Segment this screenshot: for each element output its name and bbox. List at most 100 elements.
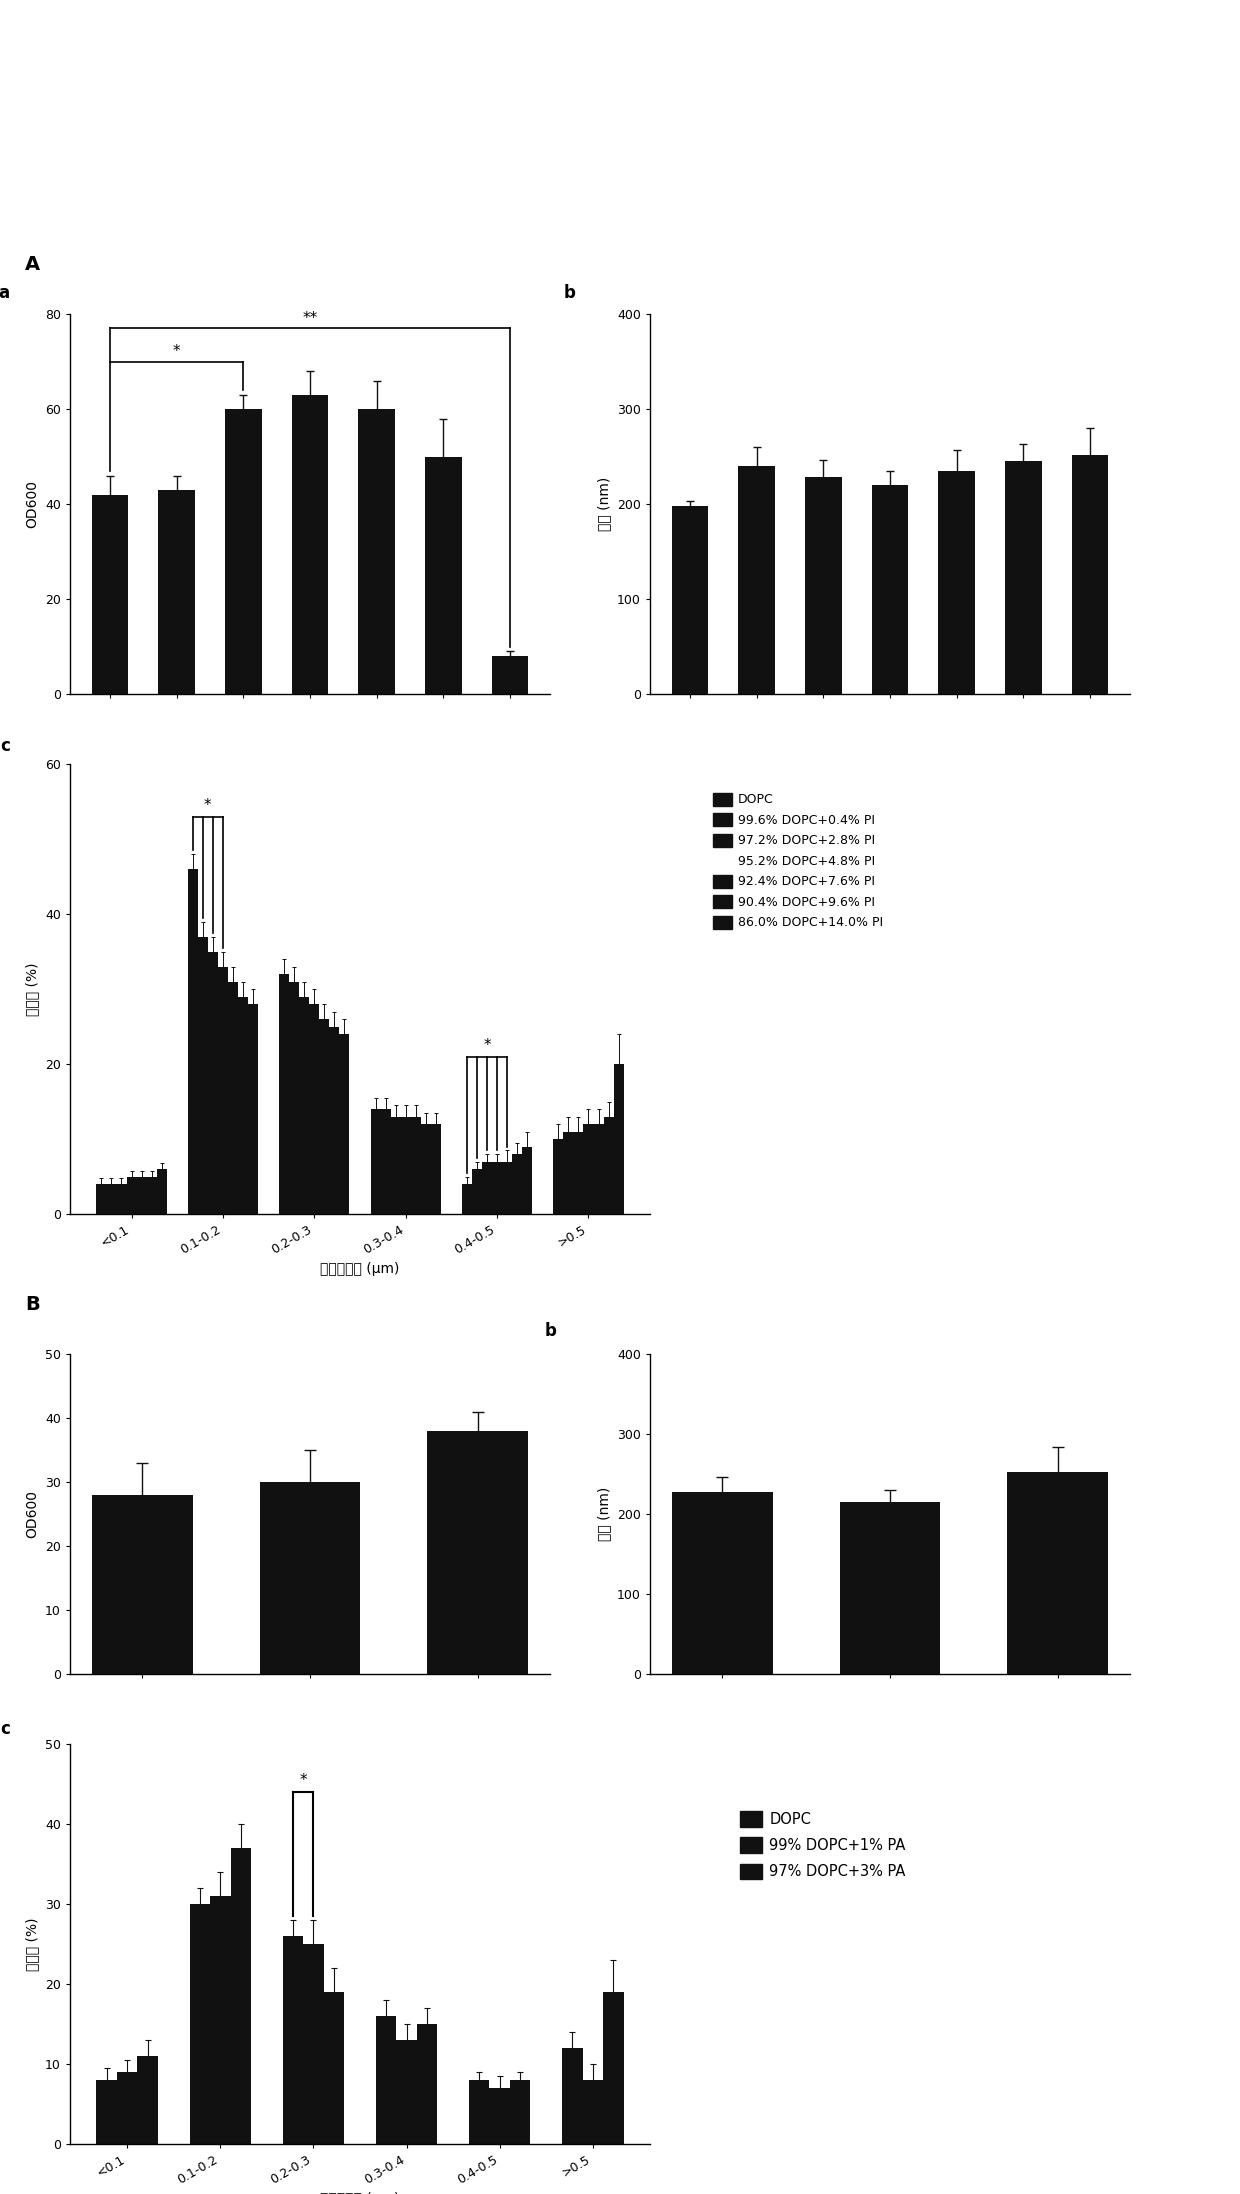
Bar xyxy=(92,1494,192,1674)
Bar xyxy=(146,1176,156,1213)
Bar xyxy=(136,1176,146,1213)
Bar xyxy=(420,1123,430,1213)
Bar xyxy=(190,1904,210,2144)
Bar xyxy=(428,1430,528,1674)
Bar xyxy=(512,1154,522,1213)
Bar xyxy=(259,1481,361,1674)
Text: c: c xyxy=(0,737,10,755)
Text: *: * xyxy=(484,1038,491,1053)
Bar xyxy=(330,1027,340,1213)
Bar xyxy=(1007,1472,1109,1674)
Bar xyxy=(283,1935,303,2144)
Bar xyxy=(303,1944,324,2144)
Bar xyxy=(117,2071,138,2144)
Bar xyxy=(289,981,299,1213)
Bar xyxy=(198,937,208,1213)
Bar xyxy=(614,1064,624,1213)
Bar xyxy=(603,1992,624,2144)
Text: A: A xyxy=(25,255,40,274)
Bar xyxy=(469,2080,490,2144)
Bar xyxy=(126,1176,136,1213)
Text: *: * xyxy=(205,799,212,812)
Bar xyxy=(430,1123,441,1213)
Y-axis label: 粒径 (nm): 粒径 (nm) xyxy=(598,1488,611,1540)
Bar xyxy=(583,2080,603,2144)
Bar xyxy=(238,996,248,1213)
Y-axis label: OD600: OD600 xyxy=(25,1490,40,1538)
Text: B: B xyxy=(25,1294,40,1314)
Bar xyxy=(291,395,329,693)
Legend: DOPC, 99.6% DOPC+0.4% PI, 97.2% DOPC+2.8% PI, 95.2% DOPC+4.8% PI, 92.4% DOPC+7.6: DOPC, 99.6% DOPC+0.4% PI, 97.2% DOPC+2.8… xyxy=(713,792,883,930)
Bar xyxy=(340,1033,350,1213)
Bar xyxy=(156,1169,166,1213)
Bar xyxy=(482,1161,492,1213)
Bar xyxy=(594,1123,604,1213)
Bar xyxy=(391,1117,401,1213)
Bar xyxy=(491,656,528,693)
Bar xyxy=(510,2080,531,2144)
Bar xyxy=(805,478,842,693)
Bar xyxy=(410,1117,420,1213)
Bar xyxy=(97,2080,117,2144)
Bar xyxy=(739,465,775,693)
Text: b: b xyxy=(564,283,575,301)
Bar xyxy=(573,1132,584,1213)
Text: **: ** xyxy=(303,312,317,327)
Y-axis label: OD600: OD600 xyxy=(25,480,40,529)
Bar xyxy=(1004,461,1042,693)
Bar xyxy=(1071,454,1109,693)
Y-axis label: 百分比 (%): 百分比 (%) xyxy=(25,1918,40,1970)
Bar xyxy=(381,1108,391,1213)
Text: *: * xyxy=(299,1773,308,1788)
Bar xyxy=(401,1117,410,1213)
Bar xyxy=(228,981,238,1213)
Bar xyxy=(839,1503,940,1674)
Bar xyxy=(672,1492,773,1674)
Bar xyxy=(248,1005,258,1213)
Bar xyxy=(218,968,228,1213)
Bar xyxy=(672,507,708,693)
Bar xyxy=(604,1117,614,1213)
Legend: DOPC, 99% DOPC+1% PA, 97% DOPC+3% PA: DOPC, 99% DOPC+1% PA, 97% DOPC+3% PA xyxy=(740,1812,906,1880)
Bar xyxy=(92,494,129,693)
Bar xyxy=(117,1185,126,1213)
Bar xyxy=(553,1139,563,1213)
Bar xyxy=(417,2025,438,2144)
Bar xyxy=(939,472,975,693)
Y-axis label: 百分比 (%): 百分比 (%) xyxy=(26,963,40,1016)
Text: a: a xyxy=(0,283,9,301)
Bar xyxy=(376,2016,397,2144)
Bar xyxy=(107,1185,117,1213)
Bar xyxy=(224,408,262,693)
Bar xyxy=(872,485,909,693)
Bar xyxy=(522,1147,532,1213)
Bar xyxy=(584,1123,594,1213)
Bar xyxy=(371,1108,381,1213)
Text: c: c xyxy=(0,1720,10,1738)
Bar xyxy=(324,1992,345,2144)
Text: *: * xyxy=(172,344,181,360)
Bar xyxy=(472,1169,482,1213)
Bar xyxy=(425,456,461,693)
Text: b: b xyxy=(544,1323,557,1341)
Bar xyxy=(208,952,218,1213)
Bar xyxy=(461,1185,472,1213)
Bar xyxy=(563,1132,573,1213)
Bar xyxy=(492,1161,502,1213)
Bar xyxy=(138,2056,157,2144)
Bar xyxy=(210,1896,231,2144)
Bar xyxy=(159,489,195,693)
Bar xyxy=(320,1018,330,1213)
Bar xyxy=(231,1847,250,2144)
Y-axis label: 粒径 (nm): 粒径 (nm) xyxy=(598,476,611,531)
Bar xyxy=(397,2040,417,2144)
Bar xyxy=(97,1185,107,1213)
Bar xyxy=(358,408,396,693)
Bar xyxy=(490,2089,510,2144)
X-axis label: 脂肪体直径 (μm): 脂肪体直径 (μm) xyxy=(320,1262,399,1277)
Bar xyxy=(299,996,309,1213)
Bar xyxy=(279,974,289,1213)
Bar xyxy=(309,1005,320,1213)
Bar xyxy=(502,1161,512,1213)
Bar xyxy=(187,869,198,1213)
